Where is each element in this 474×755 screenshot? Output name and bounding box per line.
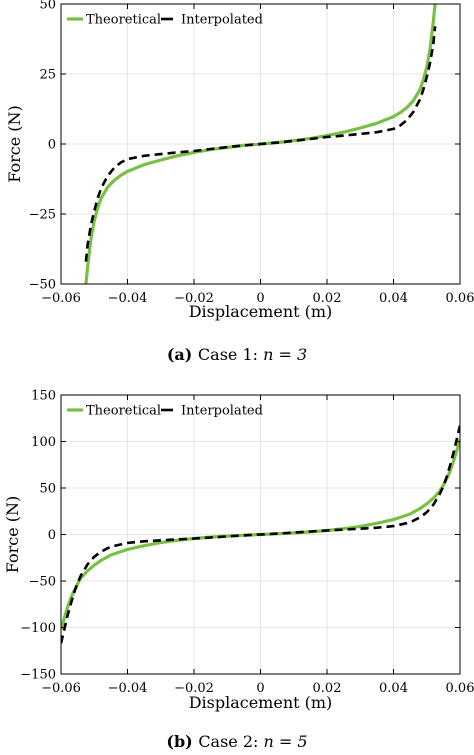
y-tick-label: −50 bbox=[29, 278, 56, 293]
y-axis-label: Force (N) bbox=[5, 105, 24, 183]
x-tick-label: 0.04 bbox=[379, 681, 408, 696]
caption-text: Case 1: bbox=[198, 345, 263, 364]
legend-label-interpolated: Interpolated bbox=[181, 13, 263, 28]
legend: Theoretical Interpolated bbox=[67, 13, 263, 28]
y-tick-label: 150 bbox=[31, 389, 56, 404]
y-tick-label: −25 bbox=[29, 208, 56, 223]
legend-label-interpolated: Interpolated bbox=[181, 404, 263, 419]
x-tick-label: 0.04 bbox=[379, 291, 408, 306]
y-tick-label: 100 bbox=[31, 435, 56, 450]
caption-text: Case 2: bbox=[198, 732, 263, 751]
caption-math: n = 3 bbox=[263, 345, 307, 364]
chart-panel-2: −0.06 −0.04 −0.02 0 0.02 0.04 0.06 −150 −100 −50 0… bbox=[3, 389, 474, 752]
x-tick-label: −0.02 bbox=[174, 291, 214, 306]
legend-label-theoretical: Theoretical bbox=[86, 404, 161, 419]
caption-label: (b) bbox=[166, 732, 198, 751]
x-tick-label: 0 bbox=[256, 681, 264, 696]
x-tick-label: 0.02 bbox=[313, 291, 342, 306]
y-tick-label: 0 bbox=[48, 138, 56, 153]
x-tick-label: 0 bbox=[256, 291, 264, 306]
y-tick-label: −100 bbox=[20, 621, 56, 636]
caption-label: (a) bbox=[167, 345, 198, 364]
y-tick-label: 50 bbox=[39, 482, 56, 497]
y-tick-label: 50 bbox=[39, 0, 56, 13]
x-tick-label: −0.04 bbox=[108, 681, 148, 696]
x-tick-label: −0.06 bbox=[41, 681, 81, 696]
subfigure-caption: (b) Case 2: n = 5 bbox=[166, 732, 307, 751]
subfigure-caption: (a) Case 1: n = 3 bbox=[167, 345, 307, 364]
x-axis-label: Displacement (m) bbox=[189, 693, 333, 712]
x-tick-label: 0.02 bbox=[313, 681, 342, 696]
x-tick-label: 0.06 bbox=[446, 291, 474, 306]
legend-label-theoretical: Theoretical bbox=[86, 13, 161, 28]
caption-math: n = 5 bbox=[264, 732, 308, 751]
y-tick-label: 0 bbox=[48, 528, 56, 543]
series-line-interpolated bbox=[61, 425, 460, 644]
x-tick-label: −0.06 bbox=[41, 291, 81, 306]
y-tick-label: 25 bbox=[39, 68, 56, 83]
chart-panel-1: −0.06 −0.04 −0.02 0 0.02 0.04 0.06 −50 −25 0 25 50 D… bbox=[5, 0, 474, 364]
x-tick-label: −0.04 bbox=[108, 291, 148, 306]
x-tick-label: 0.06 bbox=[446, 681, 474, 696]
legend: Theoretical Interpolated bbox=[67, 404, 263, 419]
x-axis-label: Displacement (m) bbox=[189, 302, 333, 321]
x-tick-label: −0.02 bbox=[174, 681, 214, 696]
y-tick-label: −50 bbox=[29, 575, 56, 590]
y-axis-label: Force (N) bbox=[3, 496, 22, 574]
series-line-interpolated bbox=[84, 26, 437, 262]
y-tick-label: −150 bbox=[20, 668, 56, 683]
